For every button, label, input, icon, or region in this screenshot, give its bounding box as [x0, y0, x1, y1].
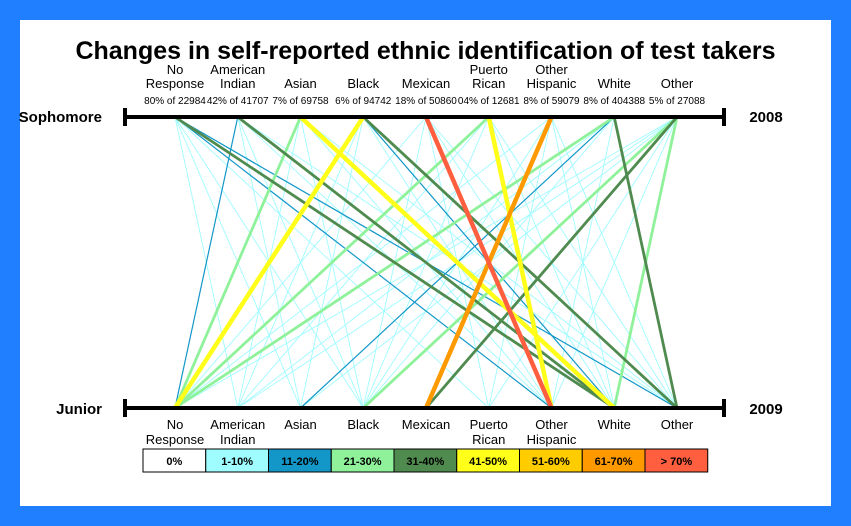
flow-line [173, 116, 302, 409]
top-axis-year: 2008 [749, 109, 782, 126]
top-category-label: Black [347, 76, 379, 91]
top-category-label: Rican [472, 76, 505, 91]
flow-line [423, 116, 554, 409]
flow-line [173, 115, 366, 410]
bottom-category-label: Puerto [470, 417, 508, 432]
top-percent-label: 5% of 27088 [649, 96, 706, 107]
flow-line [174, 116, 552, 409]
flow-line [486, 116, 554, 409]
bottom-category-label: Asian [284, 417, 317, 432]
top-category-label: Indian [220, 76, 255, 91]
legend-label: 41-50% [469, 456, 507, 468]
bottom-category-label: Other [535, 417, 568, 432]
bottom-category-label: White [598, 417, 631, 432]
legend-label: 0% [166, 456, 182, 468]
flow-line [298, 115, 616, 410]
bottom-category-label: Indian [220, 432, 255, 447]
top-category-label: Other [535, 62, 568, 77]
chart-title: Changes in self-reported ethnic identifi… [75, 37, 776, 65]
flow-line [612, 116, 679, 409]
flow-line [424, 116, 679, 409]
flow-line [174, 116, 239, 409]
flow-line [174, 116, 427, 409]
top-category-label: No [167, 62, 184, 77]
top-axis-name: Sophomore [19, 109, 102, 126]
flow-lines [173, 115, 679, 410]
top-category-label: Mexican [402, 76, 450, 91]
bottom-category-label: Response [146, 432, 205, 447]
flow-line [174, 115, 490, 410]
top-percent-label: 18% of 50860 [395, 96, 457, 107]
legend-label: 21-30% [344, 456, 382, 468]
legend-swatch [644, 448, 709, 473]
legend-label: > 70% [661, 456, 693, 468]
bottom-category-label: Hispanic [527, 432, 577, 447]
top-percent-label: 04% of 12681 [458, 96, 520, 107]
top-category-label: American [210, 62, 265, 77]
bottom-axis-year: 2009 [749, 401, 782, 418]
legend-label: 51-60% [532, 456, 570, 468]
bottom-category-label: Rican [472, 432, 505, 447]
category-labels: SophomoreJunior20082009NoResponseNoRespo… [19, 62, 783, 447]
legend-label: 11-20% [281, 456, 319, 468]
top-percent-label: 8% of 404388 [583, 96, 645, 107]
top-percent-label: 7% of 69758 [272, 96, 329, 107]
axes [123, 108, 726, 417]
top-category-label: Response [146, 76, 205, 91]
bottom-category-label: Mexican [402, 417, 450, 432]
bottom-category-label: No [167, 417, 184, 432]
top-percent-label: 80% of 22984 [144, 96, 206, 107]
top-category-label: Other [661, 76, 694, 91]
bottom-category-label: Other [661, 417, 694, 432]
top-percent-label: 6% of 94742 [335, 96, 392, 107]
top-category-label: Hispanic [527, 76, 577, 91]
top-category-label: White [598, 76, 631, 91]
bottom-axis-name: Junior [56, 401, 102, 418]
top-percent-label: 8% of 59079 [523, 96, 580, 107]
legend-label: 61-70% [595, 456, 633, 468]
top-category-label: Asian [284, 76, 317, 91]
flow-line [488, 116, 678, 409]
legend-label: 1-10% [221, 456, 253, 468]
legend: 0% 1-10% 11-20% 21-30% 31-40% 41-50% 51-60% 61-… [142, 448, 709, 473]
bottom-category-label: Black [347, 417, 379, 432]
legend-label: 31-40% [406, 456, 444, 468]
flow-line [236, 115, 616, 410]
top-category-label: Puerto [470, 62, 508, 77]
bottom-category-label: American [210, 417, 265, 432]
top-percent-label: 42% of 41707 [207, 96, 269, 107]
